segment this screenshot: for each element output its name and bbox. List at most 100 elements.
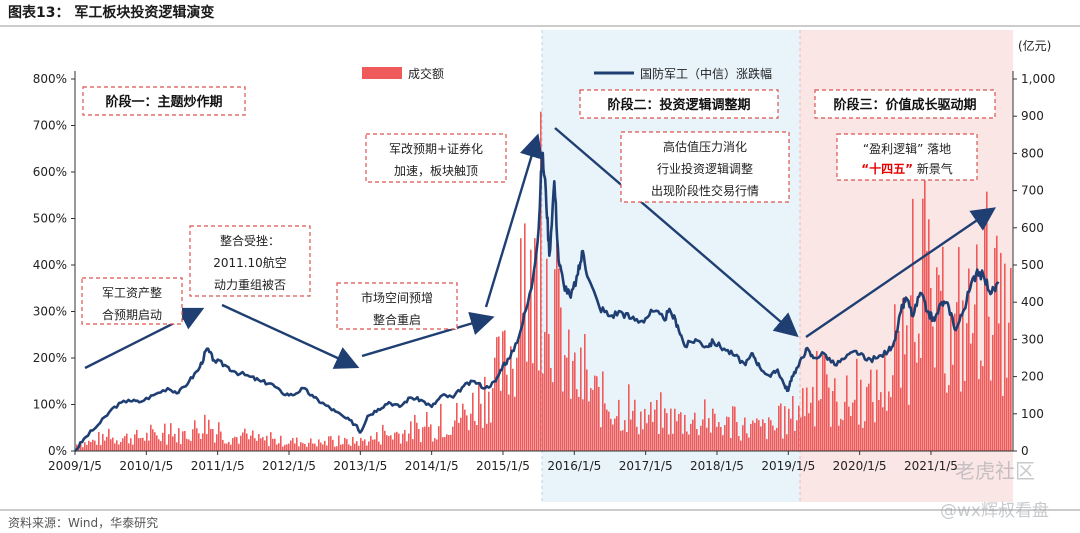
volume-bar xyxy=(474,421,476,451)
volume-bar xyxy=(676,421,678,451)
stage-label-box xyxy=(82,86,246,116)
annotation-line: “盈利逻辑” 落地 xyxy=(863,142,951,156)
y-right-tick-label: 1,000 xyxy=(1021,72,1055,86)
volume-bar xyxy=(764,422,766,451)
volume-bar xyxy=(466,415,468,451)
volume-bar xyxy=(172,436,174,451)
volume-bar xyxy=(206,434,208,451)
volume-bar xyxy=(350,445,352,451)
volume-bar xyxy=(392,439,394,451)
volume-bar xyxy=(122,438,124,451)
volume-bar xyxy=(386,435,388,451)
volume-bar xyxy=(704,399,706,451)
volume-bar xyxy=(672,433,674,451)
volume-bar xyxy=(692,419,694,451)
volume-bar xyxy=(658,433,660,451)
volume-bar xyxy=(342,444,344,451)
volume-bar xyxy=(296,437,298,451)
volume-bar xyxy=(624,420,626,451)
y-right-tick-label: 100 xyxy=(1021,407,1044,421)
volume-bar xyxy=(554,269,556,451)
volume-bar xyxy=(446,434,448,451)
volume-bar xyxy=(456,402,458,451)
volume-bar xyxy=(792,395,794,451)
volume-bar xyxy=(978,379,980,451)
volume-bar xyxy=(140,438,142,451)
volume-bar xyxy=(144,440,146,451)
volume-bar xyxy=(698,435,700,451)
volume-bar xyxy=(492,388,494,451)
volume-bar xyxy=(104,440,106,451)
volume-bar xyxy=(816,351,818,451)
volume-bar xyxy=(302,443,304,451)
volume-bar xyxy=(604,403,606,451)
volume-bar xyxy=(196,428,198,451)
volume-bar xyxy=(496,337,498,451)
volume-bar xyxy=(292,438,294,451)
volume-bar xyxy=(996,235,998,451)
volume-bar xyxy=(660,392,662,451)
y-right-tick-label: 0 xyxy=(1021,444,1029,458)
volume-bar xyxy=(710,432,712,451)
volume-bar xyxy=(568,329,570,451)
volume-bar xyxy=(746,433,748,451)
volume-bar xyxy=(612,424,614,451)
volume-bar xyxy=(416,422,418,451)
volume-bar xyxy=(520,238,522,451)
volume-bar xyxy=(664,408,666,451)
volume-bar xyxy=(904,354,906,451)
volume-bar xyxy=(544,331,546,451)
volume-bar xyxy=(694,412,696,451)
volume-bar xyxy=(606,409,608,451)
volume-bar xyxy=(194,420,196,451)
volume-bar xyxy=(222,439,224,451)
volume-bar xyxy=(348,444,350,451)
volume-bar xyxy=(608,411,610,451)
volume-bar xyxy=(616,416,618,451)
volume-bar xyxy=(988,316,990,451)
volume-bar xyxy=(588,401,590,451)
volume-bar xyxy=(236,437,238,451)
volume-bar xyxy=(670,408,672,451)
volume-bar xyxy=(840,418,842,451)
volume-bar xyxy=(438,426,440,451)
volume-bar xyxy=(976,244,978,451)
volume-bar xyxy=(102,433,104,451)
volume-bar xyxy=(990,380,992,451)
volume-bar xyxy=(330,436,332,451)
volume-bar xyxy=(524,223,526,451)
volume-bar xyxy=(782,438,784,451)
volume-bar xyxy=(448,435,450,451)
volume-bar xyxy=(1008,322,1010,451)
volume-bar xyxy=(498,336,500,451)
volume-bar xyxy=(630,419,632,451)
volume-bar xyxy=(950,313,952,451)
volume-bar xyxy=(718,422,720,451)
volume-bar xyxy=(908,404,910,451)
volume-bar xyxy=(584,334,586,451)
volume-bar xyxy=(732,406,734,451)
volume-bar xyxy=(882,407,884,451)
volume-bar xyxy=(344,437,346,451)
trend-arrow xyxy=(361,311,495,358)
volume-bar xyxy=(226,443,228,451)
volume-bar xyxy=(308,442,310,451)
volume-bar xyxy=(132,444,134,451)
volume-bar xyxy=(298,446,300,451)
volume-bar xyxy=(768,417,770,451)
volume-bar xyxy=(610,418,612,451)
volume-bar xyxy=(146,432,148,451)
volume-bar xyxy=(556,243,558,451)
volume-bar xyxy=(958,247,960,451)
x-tick-label: 2015/1/5 xyxy=(476,459,530,473)
volume-bar xyxy=(300,442,302,451)
volume-bar xyxy=(168,434,170,451)
volume-bar xyxy=(832,391,834,451)
volume-bar xyxy=(118,444,120,451)
volume-bar xyxy=(850,416,852,451)
volume-bar xyxy=(806,387,808,451)
volume-bar xyxy=(852,402,854,451)
volume-bar xyxy=(452,426,454,451)
volume-bar xyxy=(736,421,738,451)
